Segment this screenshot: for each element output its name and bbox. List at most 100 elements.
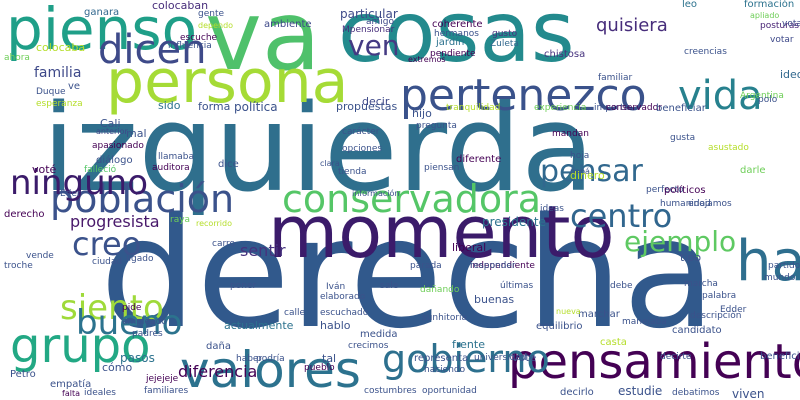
word-small: nueva: [556, 307, 581, 316]
word-small: tipo: [680, 251, 702, 264]
word-small: estudie: [618, 384, 663, 398]
word-small: piensan: [424, 163, 460, 173]
word-small: falleció: [84, 165, 117, 175]
word-hace: gobierno: [382, 337, 550, 381]
word-small: candidato: [672, 325, 722, 336]
word-small: podría: [256, 354, 285, 364]
word-small: parada: [410, 261, 442, 271]
word-cosas: cosas: [338, 0, 575, 81]
word-small: experiencia: [534, 103, 587, 113]
word-small: haber: [236, 354, 263, 364]
word-sentir: sentir: [240, 241, 286, 260]
word-small: partido: [768, 261, 800, 271]
word-small: costumbres: [364, 386, 417, 396]
word-small: crecimos: [348, 341, 389, 351]
word-conservadora: conservadora: [282, 177, 542, 221]
word-familia: familia: [34, 65, 82, 81]
word-ejemplo: ejemplo: [624, 225, 737, 258]
word-small: hermanos: [434, 29, 479, 39]
word-ideologia: ideología: [780, 68, 800, 81]
word-small: leo: [682, 0, 698, 10]
word-small: conservador: [606, 103, 662, 113]
word-small: decirte: [660, 352, 692, 362]
word-small: últimas: [500, 281, 534, 291]
word-small: auditora: [152, 163, 190, 173]
word-small: Petro: [10, 369, 36, 380]
word-small: pendiente: [430, 49, 476, 59]
word-small: palabra: [702, 291, 737, 301]
word-small: sale: [380, 281, 399, 291]
word-small: empleado: [122, 317, 167, 327]
word-small: políticos: [664, 185, 706, 196]
word-dicen: dicen: [98, 27, 207, 73]
word-small: diálogo: [96, 155, 133, 166]
word-small: gente: [198, 9, 225, 19]
word-small: beneficiar: [656, 103, 706, 114]
word-small: decirlo: [560, 387, 594, 398]
word-small: opciones: [342, 144, 383, 154]
word-small: vota: [782, 19, 800, 29]
word-small: marchar: [578, 309, 620, 320]
word-small: influencia: [168, 41, 212, 51]
word-small: asustado: [708, 143, 749, 153]
word-small: dependo: [198, 21, 234, 30]
word-small: mal: [126, 127, 147, 140]
word-small: familiar: [598, 73, 633, 83]
word-small: chistosa: [544, 49, 586, 60]
word-small: Argentina: [740, 91, 784, 101]
word-small: enojamos: [688, 199, 732, 209]
word-small: Iván: [326, 282, 346, 292]
word-small: darle: [740, 165, 766, 176]
word-small: recorrido: [196, 219, 232, 228]
word-small: manejaba: [622, 317, 667, 327]
word-small: ligado: [126, 254, 154, 264]
word-small: diferencia: [178, 362, 258, 381]
word-small: Edder: [720, 305, 747, 315]
word-small: derecho: [4, 209, 45, 220]
word-small: votar: [770, 35, 794, 45]
word-small: ideales: [84, 388, 116, 398]
word-small: elaborado: [320, 292, 366, 302]
word-small: equilibrio: [536, 321, 583, 332]
word-izquierda: izquierda: [42, 80, 595, 219]
word-small: Duque: [36, 87, 66, 97]
word-small: diferente: [456, 154, 502, 165]
word-small: padres: [132, 329, 163, 339]
word-small: clara: [320, 159, 340, 168]
word-pertenezco: pertenezco: [400, 70, 647, 121]
word-small: hablo: [320, 319, 351, 332]
word-small: importa: [594, 103, 630, 113]
word-small: buenas: [474, 293, 515, 306]
word-small: presidente: [482, 215, 546, 229]
word-small: hijo: [412, 107, 432, 120]
word-valores: valores: [180, 341, 361, 399]
word-small: carácter: [342, 127, 380, 137]
word-small: anterior: [96, 127, 128, 136]
word-small: sido: [158, 99, 181, 112]
word-small: cómo: [102, 361, 133, 374]
word-small: beneficiarse: [760, 351, 800, 362]
word-small: ciudad: [92, 257, 123, 267]
word-small: medida: [360, 329, 398, 340]
word-small: humanidad: [660, 199, 711, 209]
word-small: mandan: [552, 129, 589, 139]
word-small: hoja: [570, 151, 590, 161]
word-small: carro: [212, 239, 236, 249]
word-small: raya: [170, 215, 191, 225]
word-small: Zuleta: [490, 39, 519, 49]
word-small: ve: [68, 81, 81, 92]
word-small: responder: [470, 261, 516, 271]
word-small: papá: [570, 167, 590, 176]
word-small: ambiente: [264, 19, 312, 30]
word-small: frente: [452, 338, 485, 351]
word-small: polo: [758, 95, 778, 105]
word-small: debe: [610, 281, 633, 291]
word-small: falta: [62, 389, 80, 398]
word-quisiera: quisiera: [596, 15, 668, 36]
word-small: representa: [414, 353, 469, 364]
word-small: familiares: [144, 386, 189, 396]
word-small: actualmente: [224, 319, 294, 332]
word-small: coherente: [432, 19, 483, 30]
word-small: dañando: [420, 285, 460, 295]
word-poblacion: población: [50, 177, 235, 221]
